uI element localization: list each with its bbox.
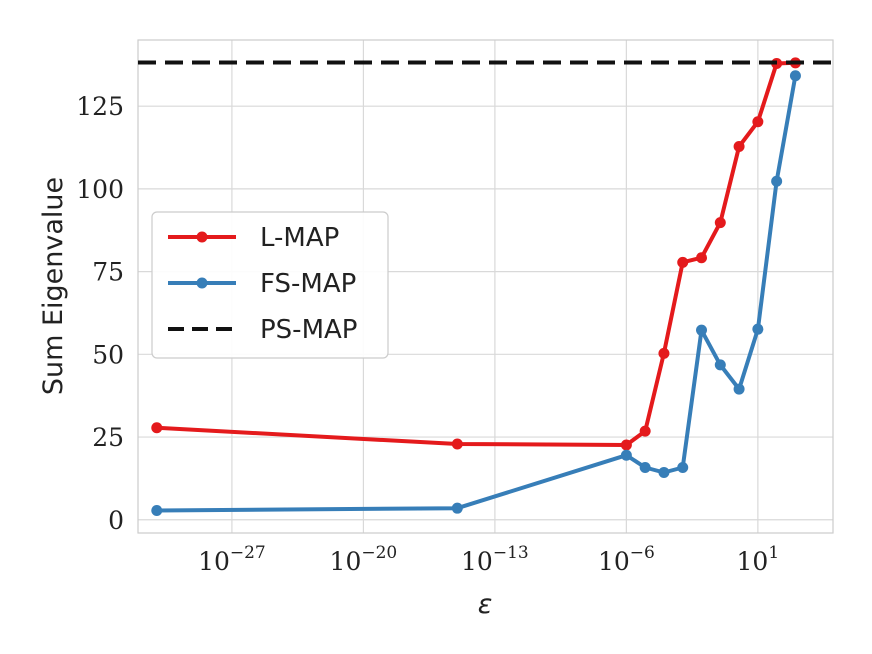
y-tick-label: 0 — [108, 506, 124, 535]
data-point-fs-map — [451, 502, 463, 514]
y-tick-label: 50 — [92, 340, 124, 369]
data-point-fs-map — [639, 461, 651, 473]
y-tick-label: 75 — [92, 258, 124, 287]
data-point-l-map — [620, 439, 632, 451]
data-point-fs-map — [151, 505, 163, 517]
y-tick-label: 125 — [76, 92, 124, 121]
data-point-fs-map — [714, 359, 726, 371]
legend-label-fs-map: FS-MAP — [260, 269, 356, 299]
legend-marker-fs-map — [196, 277, 208, 289]
x-tick-label: 10−20 — [330, 543, 398, 576]
data-point-fs-map — [696, 324, 708, 336]
data-point-fs-map — [620, 449, 632, 461]
data-point-l-map — [733, 141, 745, 153]
x-tick-label: 10−6 — [598, 543, 655, 576]
legend-label-ps-map: PS-MAP — [260, 315, 357, 345]
series-line-fs-map — [154, 73, 798, 513]
legend-box — [151, 211, 389, 359]
x-tick-label: 101 — [737, 543, 780, 576]
y-tick-label: 25 — [92, 423, 124, 452]
y-axis-label: Sum Eigenvalue — [38, 177, 69, 395]
data-point-l-map — [658, 347, 670, 359]
x-tick-label: 10−27 — [198, 543, 266, 576]
data-point-l-map — [696, 252, 708, 264]
data-point-l-map — [151, 422, 163, 434]
data-point-l-map — [752, 116, 764, 128]
data-point-fs-map — [733, 383, 745, 395]
y-tick-label: 100 — [76, 175, 124, 204]
data-point-l-map — [639, 425, 651, 437]
legend-marker-l-map — [196, 231, 208, 243]
series-layer — [138, 57, 833, 517]
legend: L-MAP FS-MAP PS-MAP — [151, 211, 389, 359]
x-tick-label: 10−13 — [461, 543, 529, 576]
x-axis-label: ε — [478, 589, 493, 620]
plot-frame — [137, 39, 834, 534]
data-point-l-map — [677, 256, 689, 268]
data-point-fs-map — [658, 466, 670, 478]
data-point-fs-map — [752, 323, 764, 335]
data-point-l-map — [714, 217, 726, 229]
legend-label-l-map: L-MAP — [260, 223, 339, 253]
tick-labels: 10−27 10−20 10−13 10−6 101 0 25 50 75 100 125 — [76, 92, 779, 576]
data-point-l-map — [451, 438, 463, 450]
series-line-l-map — [154, 60, 798, 447]
data-point-fs-map — [771, 175, 783, 187]
data-point-fs-map — [677, 461, 689, 473]
data-point-fs-map — [789, 70, 801, 82]
